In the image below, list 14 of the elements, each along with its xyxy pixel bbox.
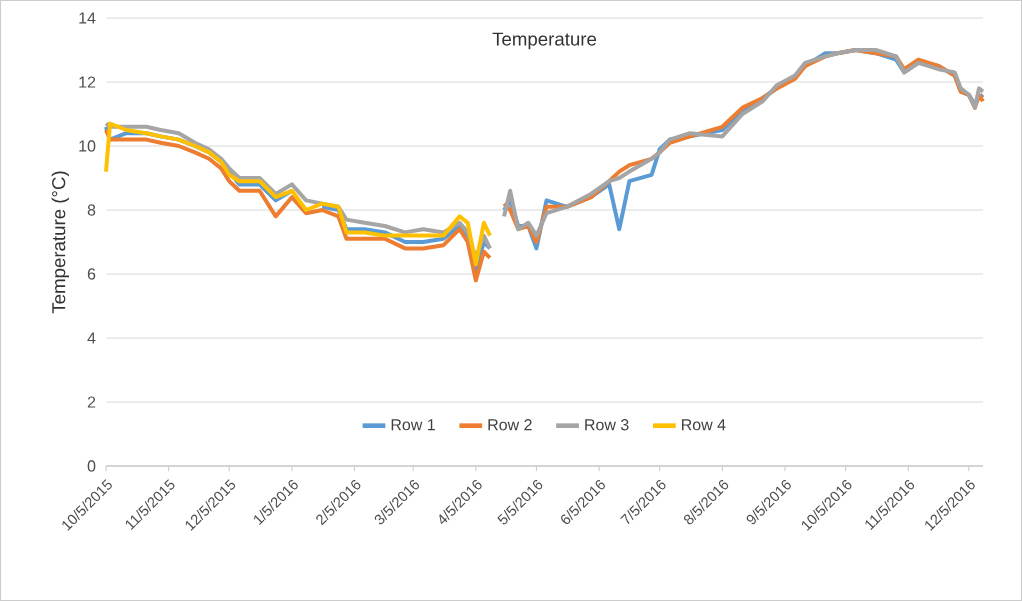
legend-label: Row 3 [585,419,629,431]
y-tick-label: 4 [87,332,96,344]
text: Temperature [492,32,597,50]
legend-label: Row 2 [488,419,532,431]
legend-label: Row 1 [391,419,435,431]
y-tick-label: 0 [87,460,96,472]
y-tick-label: 6 [87,268,96,280]
y-tick-label: 8 [87,204,96,216]
y-tick-label: 12 [79,76,96,88]
y-tick-label: 14 [79,12,96,24]
y-tick-label: 10 [79,140,96,152]
y-axis-title: Temperature (°C) [51,171,69,314]
y-tick-label: 2 [87,396,96,408]
legend-label: Row 4 [682,419,726,431]
